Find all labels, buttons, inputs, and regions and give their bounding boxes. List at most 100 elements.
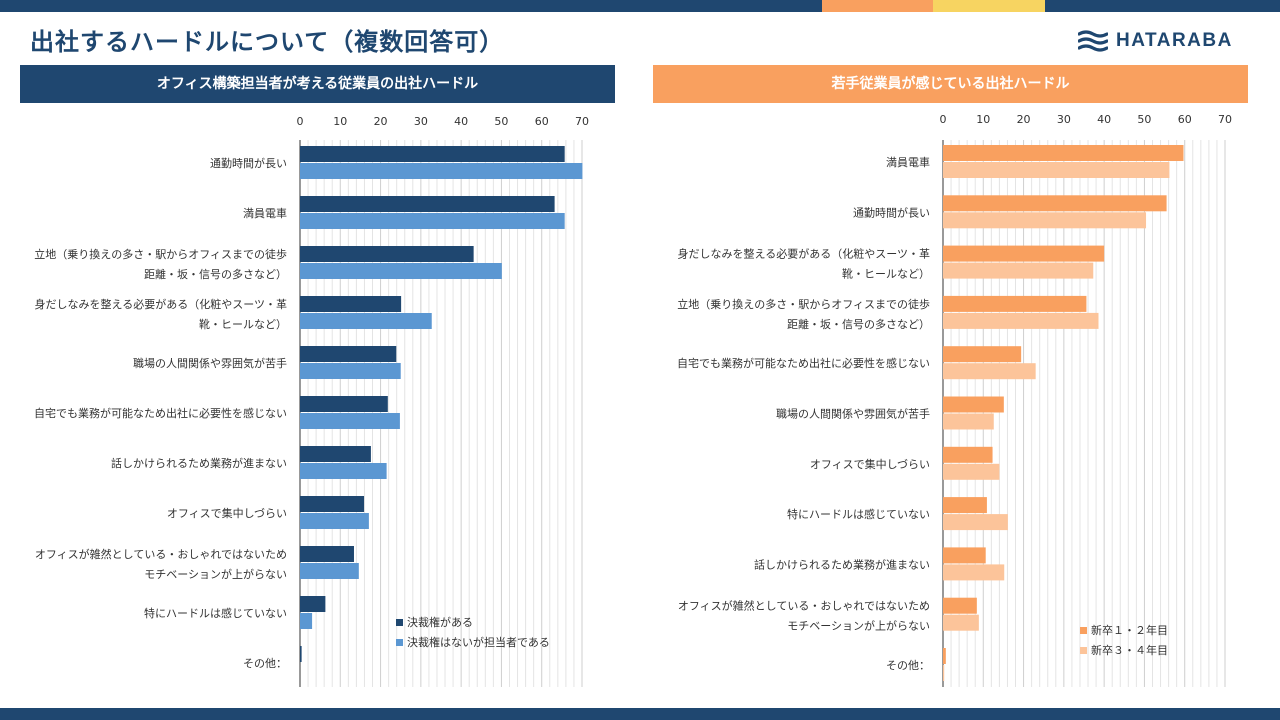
top-accent-yellow-segment [933, 0, 1045, 12]
category-label: 職場の人間関係や雰囲気が苦手 [133, 356, 287, 370]
bar-series1 [943, 396, 1004, 413]
category-label: モチベーションが上がらない [144, 567, 287, 581]
category-label: 満員電車 [243, 206, 287, 220]
bar-series2 [300, 463, 387, 479]
bar-series1 [300, 396, 388, 412]
bar-series1 [300, 496, 365, 512]
x-tick-label: 70 [575, 115, 589, 128]
legend-swatch [1080, 627, 1087, 634]
bar-series1 [943, 446, 993, 463]
top-accent-bar [0, 0, 1280, 12]
bar-series1 [300, 446, 371, 462]
x-tick-label: 10 [333, 115, 347, 128]
bar-series2 [300, 413, 400, 429]
x-tick-label: 60 [535, 115, 549, 128]
category-label: モチベーションが上がらない [787, 619, 930, 633]
category-label: 満員電車 [886, 155, 930, 169]
bar-series2 [300, 513, 369, 529]
category-label: 話しかけられるため業務が進まない [754, 557, 930, 571]
page-title: 出社するハードルについて（複数回答可） [30, 28, 505, 56]
x-tick-label: 70 [1218, 113, 1232, 126]
bar-series2 [943, 363, 1036, 380]
category-label: 立地（乗り換えの多さ・駅からオフィスまでの徒歩 [677, 297, 930, 311]
x-tick-label: 0 [297, 115, 304, 128]
wave-logo-icon [1078, 30, 1108, 52]
category-label: その他： [886, 659, 930, 672]
legend-swatch [396, 639, 403, 646]
bar-series2 [300, 363, 401, 379]
bar-series2 [300, 613, 313, 629]
bar-series1 [300, 296, 402, 312]
x-tick-label: 30 [1057, 113, 1071, 126]
bar-series1 [943, 547, 986, 564]
legend-swatch [396, 619, 403, 626]
x-tick-label: 50 [1137, 113, 1151, 126]
bottom-accent-bar [0, 708, 1280, 720]
x-tick-label: 60 [1178, 113, 1192, 126]
bar-series1 [943, 648, 946, 664]
x-tick-label: 50 [494, 115, 508, 128]
bar-series2 [943, 614, 979, 631]
legend-label: 新卒１・２年目 [1091, 623, 1168, 637]
bar-series2 [943, 665, 945, 681]
category-label: 距離・坂・信号の多さなど） [144, 267, 287, 281]
right-chart-title-banner: 若手従業員が感じている出社ハードル [653, 65, 1248, 103]
bar-series2 [943, 514, 1008, 531]
bar-series1 [943, 195, 1167, 212]
category-label: 身だしなみを整える必要がある（化粧やスーツ・革 [678, 247, 930, 261]
bar-series2 [300, 313, 432, 329]
category-label: 靴・ヒールなど） [842, 267, 930, 281]
bar-series2 [943, 262, 1094, 279]
category-label: 身だしなみを整える必要がある（化粧やスーツ・革 [35, 297, 287, 311]
category-label: オフィスが雑然としている・おしゃれではないため [35, 547, 287, 561]
category-label: 通勤時間が長い [853, 205, 930, 219]
x-tick-label: 0 [940, 113, 947, 126]
category-label: 立地（乗り換えの多さ・駅からオフィスまでの徒歩 [34, 247, 287, 261]
category-label: 特にハードルは感じていない [787, 507, 930, 521]
category-label: オフィスで集中しづらい [810, 457, 930, 471]
bar-series2 [300, 563, 359, 579]
bar-series1 [300, 646, 302, 662]
bar-series1 [300, 596, 326, 612]
category-label: 通勤時間が長い [210, 156, 287, 170]
right-bar-chart: 0 10 20 30 40 50 60 70 満員電車通勤時間が長い身だしなみを整える必要がある… [677, 113, 1232, 687]
category-label: その他： [243, 657, 287, 670]
bar-series2 [300, 213, 565, 229]
bar-series1 [943, 295, 1087, 312]
category-label: オフィスが雑然としている・おしゃれではないため [678, 599, 930, 613]
legend-swatch [1080, 647, 1087, 654]
left-bar-chart: 0 10 20 30 40 50 60 70 通勤時間が長い満員電車立地（乗り換えの多さ・駅から… [34, 115, 589, 687]
left-chart-title-banner: オフィス構築担当者が考える従業員の出社ハードル [20, 65, 615, 103]
category-label: 自宅でも業務が可能なため出社に必要性を感じない [34, 406, 287, 420]
bar-series1 [300, 246, 474, 262]
category-label: 距離・坂・信号の多さなど） [787, 317, 930, 331]
bar-series2 [943, 312, 1099, 329]
top-accent-orange-segment [822, 0, 933, 12]
legend-label: 新卒３・４年目 [1091, 643, 1168, 657]
bar-series1 [943, 346, 1022, 363]
bar-series1 [943, 497, 987, 514]
bar-series1 [300, 346, 397, 362]
bar-series2 [300, 263, 502, 279]
x-tick-label: 10 [976, 113, 990, 126]
category-label: 職場の人間関係や雰囲気が苦手 [776, 407, 930, 421]
legend-label: 決裁権がある [407, 615, 473, 629]
category-label: 自宅でも業務が可能なため出社に必要性を感じない [677, 356, 930, 370]
bar-series2 [943, 413, 994, 430]
category-label: 特にハードルは感じていない [144, 606, 287, 620]
x-tick-label: 20 [1017, 113, 1031, 126]
bar-series2 [300, 163, 583, 179]
x-tick-label: 40 [1097, 113, 1111, 126]
bar-series2 [943, 212, 1147, 229]
logo: HATARABA [1078, 28, 1233, 54]
category-label: オフィスで集中しづらい [167, 506, 287, 520]
legend-label: 決裁権はないが担当者である [407, 635, 550, 649]
x-tick-label: 40 [454, 115, 468, 128]
bar-series1 [300, 546, 354, 562]
bar-series1 [943, 145, 1184, 161]
x-tick-label: 20 [374, 115, 388, 128]
category-label: 話しかけられるため業務が進まない [111, 456, 287, 470]
bar-series1 [300, 196, 555, 212]
bar-series1 [943, 245, 1105, 262]
bar-series2 [943, 162, 1170, 178]
